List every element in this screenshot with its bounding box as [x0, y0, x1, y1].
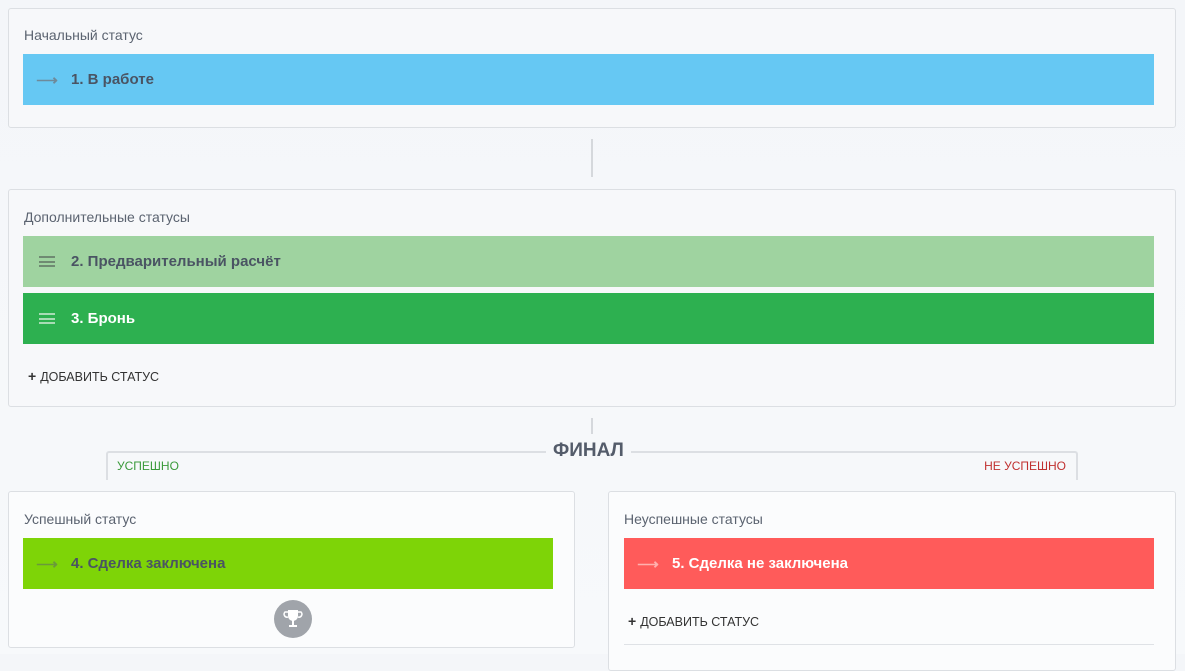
section-label: Начальный статус	[24, 27, 143, 43]
status-bar-1[interactable]: ⟶ 1. В работе	[23, 54, 1154, 105]
add-status-button[interactable]: + ДОБАВИТЬ СТАТУС	[28, 368, 160, 384]
fail-statuses-panel: Неуспешные статусы ⟶ 5. Сделка не заключ…	[608, 491, 1176, 671]
plus-icon: +	[628, 613, 637, 629]
final-title: ФИНАЛ	[546, 440, 631, 462]
tab-fail[interactable]: НЕ УСПЕШНО	[984, 459, 1066, 473]
add-status-button[interactable]: + ДОБАВИТЬ СТАТУС	[628, 613, 760, 629]
section-label: Неуспешные статусы	[624, 511, 763, 527]
connector-line	[591, 139, 593, 177]
success-status-panel: Успешный статус ⟶ 4. Сделка заключена	[8, 491, 575, 648]
connector-line	[591, 418, 593, 434]
status-name: 2. Предварительный расчёт	[71, 253, 281, 270]
status-bar-5[interactable]: ⟶ 5. Сделка не заключена	[624, 538, 1154, 589]
status-name: 5. Сделка не заключена	[672, 555, 849, 572]
initial-status-panel: Начальный статус ⟶ 1. В работе	[8, 8, 1176, 128]
drag-handle-icon[interactable]	[23, 313, 71, 324]
status-name: 4. Сделка заключена	[71, 555, 226, 572]
status-bar-4[interactable]: ⟶ 4. Сделка заключена	[23, 538, 553, 589]
status-bar-2[interactable]: 2. Предварительный расчёт	[23, 236, 1154, 287]
section-label: Успешный статус	[24, 511, 137, 527]
status-name: 1. В работе	[71, 71, 154, 88]
trophy-icon	[274, 600, 312, 638]
arrow-right-icon: ⟶	[36, 71, 58, 89]
arrow-right-icon: ⟶	[637, 555, 659, 573]
drag-handle-icon[interactable]	[23, 256, 71, 267]
plus-icon: +	[28, 368, 37, 384]
divider	[624, 644, 1154, 645]
section-label: Дополнительные статусы	[24, 209, 190, 225]
status-name: 3. Бронь	[71, 310, 136, 327]
additional-statuses-panel: Дополнительные статусы 2. Предварительны…	[8, 189, 1176, 407]
arrow-right-icon: ⟶	[36, 555, 58, 573]
tab-success[interactable]: УСПЕШНО	[117, 459, 179, 473]
status-bar-3[interactable]: 3. Бронь	[23, 293, 1154, 344]
